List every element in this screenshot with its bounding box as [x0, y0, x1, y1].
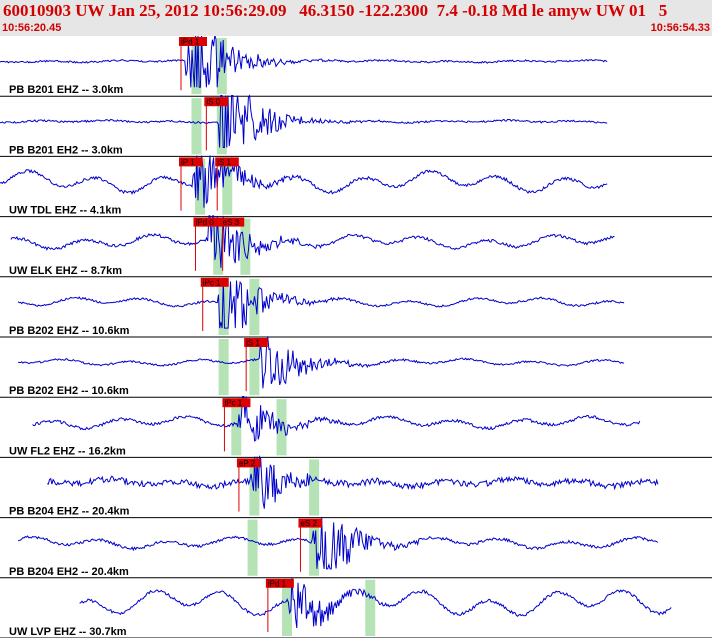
waveform-trace — [17, 516, 659, 570]
pick-label: iP 1 — [181, 158, 195, 167]
event-title: 60010903 UW Jan 25, 2012 10:56:29.09 46.… — [3, 1, 668, 20]
arrival-window — [195, 158, 206, 215]
pick-flag[interactable] — [244, 338, 268, 347]
waveform-trace — [0, 155, 608, 208]
channel-row: iS 1 PB B202 EH2 -- 10.6km — [0, 336, 712, 398]
pick-flag[interactable] — [298, 518, 323, 528]
waveform-trace — [10, 215, 615, 268]
station-label: PB B202 EH2 -- 10.6km — [9, 385, 129, 397]
arrival-window — [218, 339, 229, 396]
pick-label: eS 3 — [223, 218, 240, 227]
station-label: PB B201 EHZ -- 3.0km — [9, 84, 124, 96]
pick-label: iS 1 — [217, 158, 231, 167]
channel-row: iS 0 PB B201 EH2 -- 3.0km — [0, 94, 712, 157]
pick-flag[interactable] — [200, 277, 229, 287]
arrival-window — [213, 218, 224, 275]
channel-row: iPd 0 eS 3 UW ELK EHZ -- 8.7km — [0, 215, 712, 278]
pick-flag[interactable] — [220, 217, 245, 227]
pick-label: iPc 1 — [224, 399, 242, 408]
pick-flag[interactable] — [215, 157, 239, 167]
arrival-window — [281, 579, 292, 636]
waveform-trace — [0, 36, 608, 88]
arrival-window — [216, 98, 227, 155]
pick-label: iS 0 — [206, 98, 220, 107]
waveform-trace — [46, 455, 659, 509]
station-label: PB B204 EH2 -- 20.4km — [9, 566, 129, 578]
arrival-window — [365, 579, 376, 636]
arrival-window — [309, 519, 320, 576]
pick-flag[interactable] — [179, 37, 207, 46]
arrival-window — [249, 339, 260, 396]
channel-row: iPc 1 PB B202 EHZ -- 10.6km — [0, 277, 712, 338]
station-label: PB B201 EH2 -- 3.0km — [9, 144, 123, 156]
time-start-label: 10:56:20.45 — [2, 22, 62, 34]
arrival-window — [240, 218, 251, 275]
pick-flag[interactable] — [265, 578, 294, 588]
pick-label: eP 2 — [239, 459, 256, 468]
station-label: PB B204 EHZ -- 20.4km — [9, 506, 130, 518]
arrival-window — [222, 158, 233, 215]
arrival-window — [309, 459, 320, 516]
pick-label: iPd 1 — [181, 38, 200, 47]
channel-row: iP 1 iS 1 UW TDL EHZ -- 4.1km — [0, 155, 712, 218]
event-header: 60010903 UW Jan 25, 2012 10:56:29.09 46.… — [0, 0, 712, 36]
station-label: UW ELK EHZ -- 8.7km — [9, 265, 122, 277]
arrival-window — [247, 519, 258, 576]
waveform-trace — [17, 278, 625, 329]
arrival-window — [249, 278, 260, 335]
channel-row: iPd 1 PB B201 EHZ -- 3.0km — [0, 36, 712, 97]
arrival-window — [231, 399, 242, 456]
arrival-window — [191, 98, 202, 155]
pick-flag[interactable] — [236, 458, 261, 468]
station-label: UW LVP EHZ -- 30.7km — [9, 626, 127, 638]
time-end-label: 10:56:54.33 — [650, 22, 710, 34]
station-label: UW FL2 EHZ -- 16.2km — [9, 445, 126, 457]
pick-flag[interactable] — [222, 398, 251, 408]
pick-flag[interactable] — [179, 157, 203, 167]
waveform-trace — [79, 577, 672, 629]
channel-row: iPd 1 UW LVP EHZ -- 30.7km — [0, 577, 712, 638]
pick-label: iPc 1 — [203, 278, 221, 287]
pick-label: eS 2 — [300, 519, 317, 528]
pick-label: iPd 1 — [268, 579, 287, 588]
station-label: PB B202 EHZ -- 10.6km — [9, 325, 130, 337]
channel-row: eP 2 PB B204 EHZ -- 20.4km — [0, 455, 712, 519]
waveform-trace — [32, 396, 641, 442]
pick-flag[interactable] — [204, 97, 228, 107]
seismogram-panel: iPd 1 PB B201 EHZ -- 3.0km iS 0 PB B201 EH2… — [0, 36, 712, 638]
pick-label: iS 1 — [246, 339, 260, 348]
channel-row: iPc 1 UW FL2 EHZ -- 16.2km — [0, 396, 712, 458]
station-label: UW TDL EHZ -- 4.1km — [9, 205, 121, 217]
waveform-trace — [0, 94, 608, 148]
pick-label: iPd 0 — [195, 218, 214, 227]
channel-row: eS 2 PB B204 EH2 -- 20.4km — [0, 516, 712, 579]
pick-flag[interactable] — [193, 217, 222, 227]
arrival-window — [249, 459, 260, 516]
waveform-trace — [17, 336, 625, 389]
